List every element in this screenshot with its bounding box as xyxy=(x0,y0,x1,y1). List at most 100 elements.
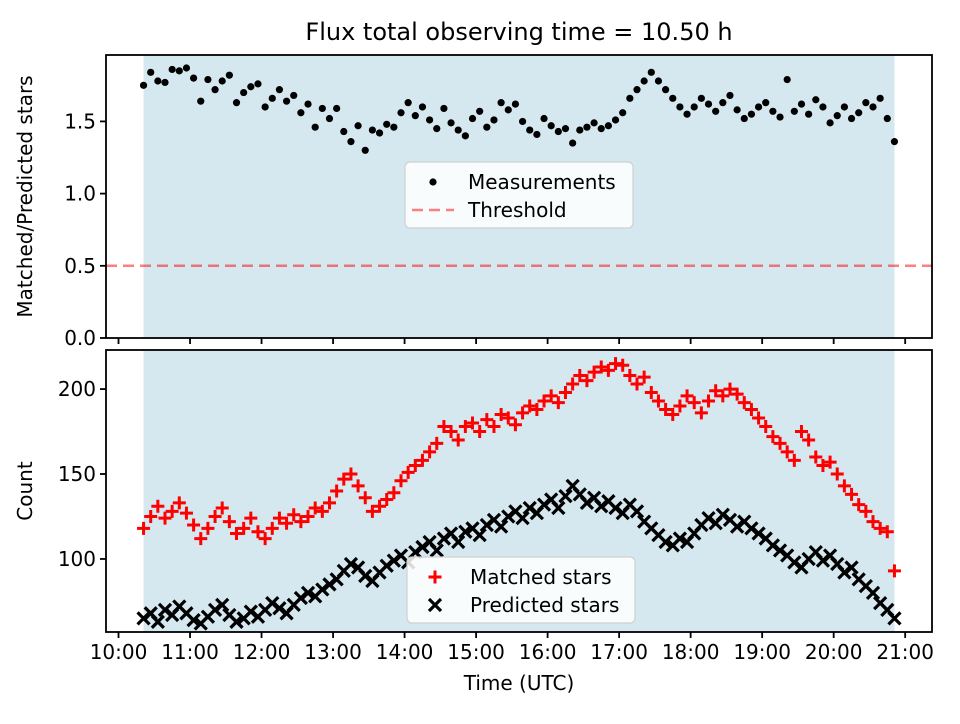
plus-marker xyxy=(480,413,494,427)
dot-marker xyxy=(240,88,248,97)
plus-marker xyxy=(673,399,687,413)
dot-marker xyxy=(182,64,191,72)
dot-marker xyxy=(526,126,534,134)
dot-marker xyxy=(154,77,162,85)
y-tick-label: 1.5 xyxy=(64,109,96,133)
plus-marker xyxy=(423,445,437,459)
y-tick-label: 1.0 xyxy=(64,182,96,206)
dot-marker xyxy=(161,78,169,87)
plus-marker xyxy=(179,506,193,520)
dot-marker xyxy=(783,75,791,84)
dot-marker xyxy=(554,127,562,136)
x-tick-label: 20:00 xyxy=(805,640,863,664)
x-marker xyxy=(229,614,244,629)
plus-marker xyxy=(723,382,737,396)
matched-stars-series xyxy=(137,357,901,578)
x-marker xyxy=(672,531,688,546)
plus-marker xyxy=(194,532,208,546)
dot-marker xyxy=(797,100,806,108)
x-marker xyxy=(458,524,473,539)
plus-marker xyxy=(280,516,294,530)
dot-marker xyxy=(619,109,627,117)
dot-marker xyxy=(483,123,491,131)
plus-marker xyxy=(566,377,580,391)
axes-spines xyxy=(105,54,933,339)
plus-marker xyxy=(144,509,158,523)
dot-marker xyxy=(890,138,899,146)
dot-marker xyxy=(333,104,341,113)
y-tick-label: 0.0 xyxy=(64,326,96,350)
plus-marker xyxy=(880,525,894,539)
measurements-series xyxy=(139,64,899,154)
dot-marker xyxy=(754,103,763,111)
plus-marker xyxy=(809,450,823,464)
dot-marker xyxy=(862,99,870,107)
legend-label: Threshold xyxy=(467,198,567,222)
dot-marker xyxy=(232,99,241,107)
plus-marker xyxy=(730,387,744,401)
dot-marker xyxy=(490,116,498,124)
dot-marker xyxy=(139,81,148,89)
dot-marker xyxy=(762,99,770,107)
dot-marker xyxy=(569,139,577,147)
dot-marker xyxy=(611,116,620,124)
plus-marker xyxy=(859,504,873,518)
x-marker xyxy=(215,597,230,612)
plus-marker xyxy=(558,385,572,399)
dot-marker xyxy=(740,114,748,123)
plus-marker xyxy=(301,509,315,523)
y-tick-label: 0.5 xyxy=(64,254,96,278)
plus-marker xyxy=(158,511,172,525)
dot-marker xyxy=(869,103,877,111)
dot-marker xyxy=(190,74,198,82)
plus-marker xyxy=(601,363,615,377)
dot-marker xyxy=(268,94,276,102)
y-axis-label: Count xyxy=(13,461,37,521)
dot-marker xyxy=(690,103,698,111)
legend-box xyxy=(404,161,634,229)
dot-marker xyxy=(719,99,727,107)
plus-marker xyxy=(716,389,730,403)
plus-marker xyxy=(373,499,387,513)
dot-marker xyxy=(547,122,555,130)
plus-marker xyxy=(737,396,751,410)
plus-marker xyxy=(437,419,451,433)
plus-marker xyxy=(287,508,301,522)
plus-marker xyxy=(659,402,673,416)
plus-marker xyxy=(487,419,501,433)
flux-ratio-legend: Measurements Threshold xyxy=(404,161,634,229)
dot-marker xyxy=(175,67,183,75)
plus-marker xyxy=(580,374,594,388)
dot-marker xyxy=(390,123,398,131)
dot-marker xyxy=(297,109,305,117)
plus-marker xyxy=(508,418,522,432)
y-axis-label: Matched/Predicted stars xyxy=(13,75,37,317)
plus-marker xyxy=(294,515,308,529)
plus-marker xyxy=(322,496,336,510)
plus-marker xyxy=(837,479,851,493)
x-marker xyxy=(844,560,859,575)
dot-marker xyxy=(433,125,441,133)
plus-marker xyxy=(687,396,701,410)
plus-marker xyxy=(337,472,351,486)
dot-marker xyxy=(583,123,591,131)
legend-plus-marker xyxy=(428,570,442,584)
x-axis-label: Time (UTC) xyxy=(463,671,575,695)
x-marker xyxy=(429,543,444,558)
dot-marker xyxy=(676,103,684,111)
dot-marker xyxy=(440,104,448,113)
dot-marker xyxy=(626,94,634,102)
plus-marker xyxy=(802,433,816,447)
dot-marker xyxy=(654,77,663,85)
x-tick-label: 16:00 xyxy=(519,640,577,664)
plus-marker xyxy=(873,521,887,535)
plus-marker xyxy=(165,504,179,518)
plus-marker xyxy=(501,411,515,425)
dot-marker xyxy=(533,130,541,139)
dot-marker xyxy=(204,75,212,84)
x-tick-label: 17:00 xyxy=(590,640,648,664)
dot-marker xyxy=(712,107,720,115)
plus-marker xyxy=(244,511,258,525)
legend-label: Predicted stars xyxy=(470,593,619,617)
x-marker xyxy=(150,614,165,629)
